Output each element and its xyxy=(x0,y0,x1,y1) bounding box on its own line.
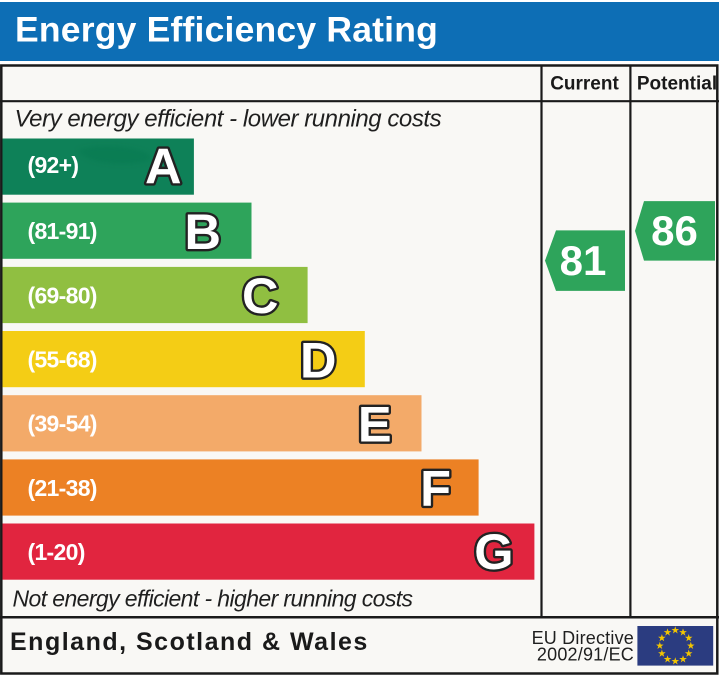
svg-text:(1-20): (1-20) xyxy=(28,539,85,565)
svg-text:E: E xyxy=(358,396,392,453)
svg-text:A: A xyxy=(145,138,181,195)
svg-text:(55-68): (55-68) xyxy=(28,346,97,372)
svg-text:G: G xyxy=(474,523,513,580)
svg-text:D: D xyxy=(300,331,336,388)
svg-text:C: C xyxy=(242,267,278,324)
svg-text:Current: Current xyxy=(550,74,619,95)
svg-text:England, Scotland & Wales: England, Scotland & Wales xyxy=(10,628,369,656)
svg-text:81: 81 xyxy=(560,237,607,284)
svg-text:(92+): (92+) xyxy=(28,152,79,178)
svg-text:2002/91/EC: 2002/91/EC xyxy=(537,644,634,664)
svg-text:(69-80): (69-80) xyxy=(28,282,97,308)
svg-text:Not energy efficient - higher: Not energy efficient - higher running co… xyxy=(13,585,414,611)
svg-text:B: B xyxy=(185,203,221,260)
svg-text:(21-38): (21-38) xyxy=(28,475,97,501)
svg-text:F: F xyxy=(420,460,451,517)
svg-text:Potential: Potential xyxy=(637,74,717,95)
svg-text:(81-91): (81-91) xyxy=(28,218,97,244)
svg-text:EU Directive: EU Directive xyxy=(532,628,634,648)
svg-text:(39-54): (39-54) xyxy=(28,411,97,437)
svg-text:86: 86 xyxy=(651,207,698,254)
svg-text:Energy Efficiency Rating: Energy Efficiency Rating xyxy=(15,10,438,50)
svg-text:Very energy efficient - lower: Very energy efficient - lower running co… xyxy=(15,106,442,133)
